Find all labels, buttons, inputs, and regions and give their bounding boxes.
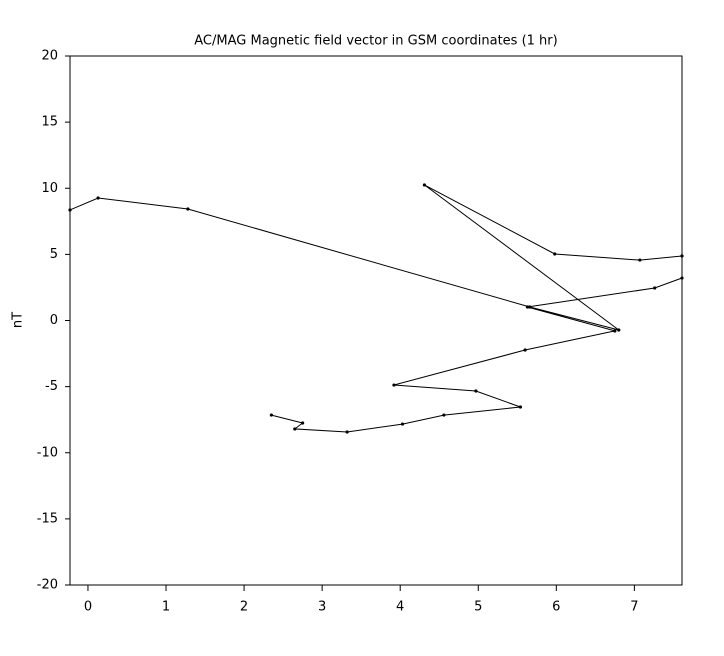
data-point [617, 328, 621, 332]
x-tick-label: 4 [396, 600, 404, 615]
y-tick-label: 20 [41, 49, 58, 64]
data-point [680, 254, 684, 258]
data-point [680, 276, 684, 280]
y-tick-label: -5 [45, 379, 58, 394]
x-tick-label: 0 [84, 600, 92, 615]
data-point [528, 305, 532, 309]
data-point [653, 286, 657, 290]
x-tick-label: 2 [240, 600, 248, 615]
data-point [553, 252, 557, 256]
data-point [613, 329, 617, 333]
x-tick-label: 7 [630, 600, 638, 615]
y-tick-label: -10 [37, 445, 58, 460]
data-point [422, 183, 426, 187]
chart-title: AC/MAG Magnetic field vector in GSM coor… [194, 34, 557, 49]
data-point [96, 196, 100, 200]
y-tick-label: 15 [41, 115, 58, 130]
data-point [400, 422, 405, 426]
y-axis-label: nT [11, 312, 26, 328]
y-tick-label: -20 [37, 578, 58, 593]
plot-frame [69, 55, 683, 586]
data-point [269, 413, 273, 417]
y-tick-label: 10 [41, 181, 58, 196]
y-tick-label: 0 [50, 313, 58, 328]
x-tick-label: 6 [552, 600, 560, 615]
data-point [442, 413, 446, 417]
x-tick-label: 3 [318, 600, 326, 615]
data-point [293, 427, 297, 431]
data-point [345, 430, 349, 434]
data-point [518, 405, 523, 409]
x-tick-label: 1 [162, 600, 170, 615]
data-point [68, 208, 72, 212]
data-line [69, 184, 683, 433]
y-tick-label: -15 [37, 511, 58, 526]
data-point [392, 383, 396, 387]
y-tick-label: 5 [50, 247, 58, 262]
data-point [186, 207, 190, 211]
data-point [301, 421, 305, 425]
x-tick-label: 5 [474, 600, 482, 615]
data-point [525, 305, 530, 309]
data-point [474, 389, 478, 393]
data-point [523, 348, 527, 352]
data-point [638, 258, 642, 262]
